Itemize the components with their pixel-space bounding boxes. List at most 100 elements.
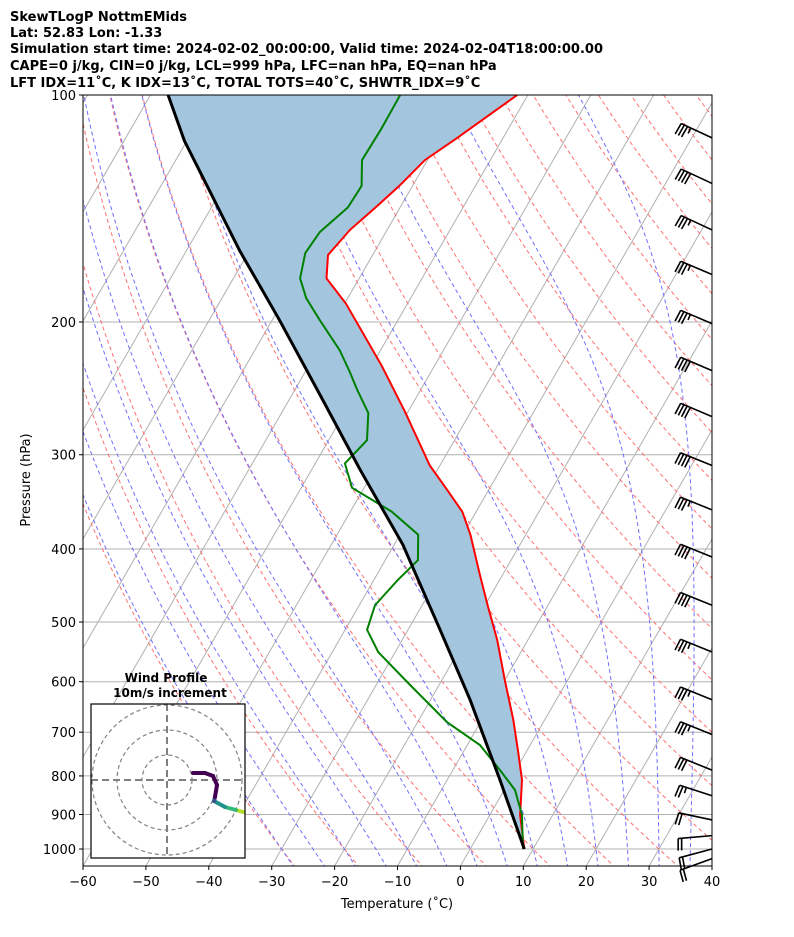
- wind-barb-flag: [674, 812, 680, 825]
- wind-barb-staff: [680, 543, 713, 558]
- wind-barb-flag: [677, 216, 686, 228]
- wind-barb-staff: [680, 260, 713, 276]
- wind-barb-flag: [680, 312, 688, 325]
- wind-barb-flag: [674, 686, 682, 699]
- wind-barb-flag: [677, 722, 685, 735]
- dry-adiabat-line: [83, 502, 296, 866]
- wind-barb-flag: [674, 784, 681, 797]
- wind-barb-flag: [680, 594, 688, 607]
- x-tick-label: −40: [195, 875, 222, 890]
- moist-adiabat-line: [450, 95, 660, 866]
- dry-adiabat-line: [500, 95, 712, 387]
- dry-adiabat-line: [304, 95, 712, 681]
- dry-adiabat-line: [435, 95, 712, 482]
- wind-barb-staff: [679, 784, 713, 797]
- wind-barb-flag: [684, 407, 692, 419]
- isotherm-line: [648, 755, 712, 866]
- wind-barb-half-flag: [687, 500, 691, 507]
- wind-barb: [674, 784, 713, 798]
- wind-barb: [674, 721, 713, 736]
- dry-adiabat-line: [597, 95, 712, 250]
- wind-barb: [677, 834, 713, 851]
- title-line-1: SkewTLogP NottmEMids: [10, 10, 187, 25]
- title-line-4: CAPE=0 j/kg, CIN=0 j/kg, LCL=999 hPa, LF…: [10, 59, 497, 74]
- wind-barb-half-flag: [687, 219, 692, 226]
- dry-adiabat-line: [695, 95, 712, 117]
- wind-barb: [674, 214, 713, 231]
- moist-adiabat-line: [110, 95, 478, 866]
- sounding-curves: [166, 95, 526, 850]
- wind-barb-flag: [677, 311, 685, 323]
- wind-barb: [674, 543, 713, 560]
- wind-barb: [674, 122, 713, 139]
- moist-adiabat-line: [577, 95, 695, 866]
- wind-barb-flag: [680, 759, 688, 772]
- wind-barb-flag: [684, 596, 691, 608]
- wind-barb-flag: [680, 546, 688, 559]
- wind-barb-flag: [674, 168, 682, 180]
- wind-barb-flag: [680, 689, 688, 701]
- wind-barb: [679, 857, 713, 883]
- title-line-3: Simulation start time: 2024-02-02_00:00:…: [10, 42, 603, 57]
- wind-barb-flag: [674, 757, 682, 769]
- isotherm-line: [271, 101, 712, 866]
- wind-barb-flag: [674, 638, 682, 651]
- wind-barb-flag: [677, 262, 685, 274]
- wind-barb-flag: [680, 499, 688, 511]
- x-tick-label: 30: [641, 875, 658, 890]
- isotherm-line: [83, 95, 214, 322]
- wind-barb-flag: [677, 453, 685, 466]
- wind-barb-flag: [677, 687, 685, 700]
- dry-adiabat-line: [83, 261, 423, 866]
- x-axis-ticks: −60 −50 −40 −30 −20 −10 0 10 20 30 40: [69, 866, 720, 890]
- wind-barb-flag: [680, 724, 688, 736]
- wind-barb-flag: [674, 356, 682, 369]
- wind-barb-flag: [677, 593, 685, 605]
- hodograph-segment: [213, 783, 219, 799]
- wind-barb-flag: [684, 361, 692, 373]
- wind-barb-staff: [680, 638, 713, 653]
- moist-adiabat-line: [83, 493, 294, 866]
- wind-barb-staff: [680, 756, 713, 771]
- moist-adiabat-line: [83, 197, 418, 866]
- dewpoint-line: [299, 95, 524, 850]
- wind-barb-half-flag: [683, 787, 688, 794]
- isotherm-line: [711, 864, 712, 866]
- moist-adiabat-line: [83, 361, 356, 866]
- y-tick-label: 800: [51, 770, 76, 785]
- x-tick-label: 10: [515, 875, 532, 890]
- wind-barb-flag: [677, 813, 683, 826]
- y-tick-label: 500: [51, 616, 76, 631]
- dry-adiabat-line: [402, 95, 712, 530]
- wind-barb: [678, 848, 713, 870]
- y-tick-label: 300: [51, 449, 76, 464]
- wind-barb-flag: [674, 215, 682, 227]
- wind-barb-staff: [680, 686, 713, 701]
- x-tick-label: 20: [578, 875, 595, 890]
- wind-barb-flag: [674, 309, 682, 322]
- title-line-5: LFT IDX=11˚C, K IDX=13˚C, TOTAL TOTS=40˚…: [10, 75, 480, 91]
- wind-barb-flag: [680, 359, 688, 372]
- wind-barb-half-flag: [687, 264, 692, 272]
- wind-barb-flag: [679, 870, 684, 883]
- wind-barb-staff: [680, 591, 713, 606]
- wind-barb-half-flag: [687, 314, 692, 321]
- dry-adiabat-line: [729, 95, 794, 868]
- temperature-line: [325, 95, 526, 850]
- y-axis-label: Pressure (hPa): [19, 433, 34, 526]
- wind-barb-flag: [677, 170, 686, 182]
- dry-adiabat-line: [663, 95, 712, 161]
- wind-barb-flag: [674, 452, 682, 464]
- moist-adiabat-line: [717, 95, 745, 868]
- dry-adiabat-line: [532, 95, 712, 341]
- wind-barb-staff: [678, 848, 713, 859]
- wind-barb-staff: [678, 834, 713, 840]
- x-tick-label: −10: [384, 875, 411, 890]
- wind-barb-staff: [680, 168, 713, 185]
- wind-barb: [674, 591, 713, 608]
- wind-barb-flag: [674, 721, 682, 733]
- wind-barb-staff: [678, 812, 713, 821]
- wind-barb-staff: [680, 402, 713, 418]
- wind-barb-flag: [680, 641, 688, 654]
- isotherm-line: [459, 428, 712, 866]
